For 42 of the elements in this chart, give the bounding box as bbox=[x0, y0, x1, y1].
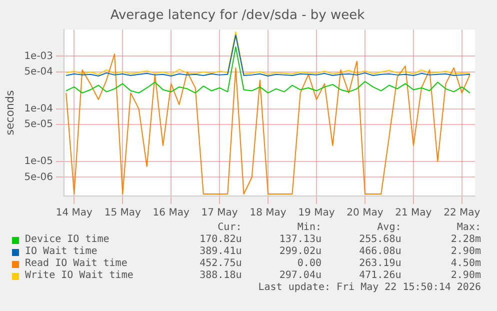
text: Min: bbox=[296, 222, 322, 234]
text: Max: bbox=[456, 222, 481, 234]
legend-label: Read IO Wait time bbox=[25, 258, 128, 270]
text: 471.26u bbox=[358, 270, 402, 282]
x-tick-label: 17 May bbox=[201, 208, 238, 219]
x-tick-label: 19 May bbox=[298, 208, 335, 219]
text: 4.50m bbox=[450, 258, 481, 270]
x-tick-label: 20 May bbox=[346, 208, 384, 219]
y-tick-label: 5e-04 bbox=[24, 66, 54, 78]
y-tick-label: 5e-06 bbox=[24, 172, 54, 183]
y-tick-label: 1e-04 bbox=[24, 103, 54, 114]
text: 297.04u bbox=[278, 270, 322, 282]
text: 255.68u bbox=[358, 234, 402, 246]
x-tick-label: 18 May bbox=[250, 208, 286, 219]
text: 0.00 bbox=[296, 258, 322, 270]
text: Last update: Fri May 22 15:50:14 2026 bbox=[257, 282, 481, 294]
x-tick-label: 15 May bbox=[104, 208, 141, 219]
legend-label: IO Wait time bbox=[25, 246, 98, 258]
legend-label: Device IO time bbox=[25, 234, 110, 246]
text: 388.18u bbox=[198, 270, 242, 282]
y-tick-label: 1e-05 bbox=[24, 156, 54, 167]
text: 2.28m bbox=[450, 234, 481, 246]
text: 137.13u bbox=[278, 234, 322, 246]
text: Avg: bbox=[376, 222, 402, 234]
text: 2.90m bbox=[450, 270, 481, 282]
x-tick-label: 14 May bbox=[56, 208, 93, 219]
text: 2.90m bbox=[450, 246, 481, 258]
text: 466.08u bbox=[358, 246, 402, 258]
x-tick-label: 22 May bbox=[444, 208, 480, 219]
text: 389.41u bbox=[198, 246, 242, 258]
y-tick-label: 5e-05 bbox=[24, 119, 54, 130]
text: 170.82u bbox=[198, 234, 242, 246]
y-tick-label: 1e-03 bbox=[24, 50, 54, 62]
y-axis-title: seconds bbox=[3, 90, 16, 136]
chart-title: Average latency for /dev/sda - by week bbox=[110, 8, 366, 24]
text: Cur: bbox=[216, 222, 242, 234]
legend-label: Write IO Wait time bbox=[25, 270, 134, 282]
text: 263.19u bbox=[358, 258, 402, 270]
x-tick-label: 16 May bbox=[152, 208, 190, 219]
text: 452.75u bbox=[198, 258, 242, 270]
x-tick-label: 21 May bbox=[395, 208, 432, 219]
text: 299.02u bbox=[278, 246, 322, 258]
